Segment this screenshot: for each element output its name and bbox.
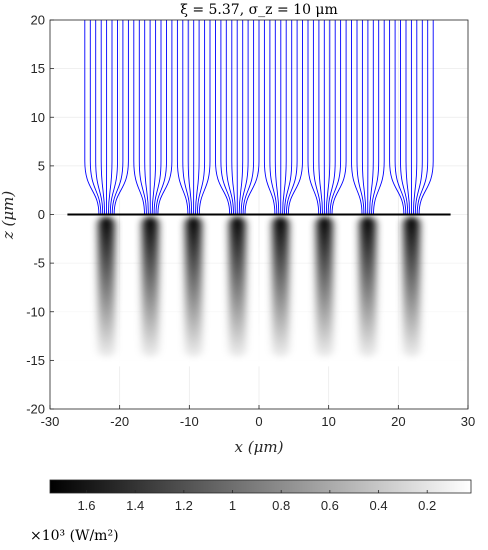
x-tick-label: 10 xyxy=(321,414,335,429)
x-axis-label: x (μm) xyxy=(235,438,284,456)
y-tick-label: -20 xyxy=(26,402,45,417)
y-axis-label: z (μm) xyxy=(0,191,17,240)
x-tick-label: -30 xyxy=(41,414,60,429)
intensity-depth-fade xyxy=(50,214,468,367)
x-tick-label: 20 xyxy=(391,414,405,429)
colorbar-tick-label: 1.4 xyxy=(126,498,144,513)
y-tick-label: -15 xyxy=(26,353,45,368)
field-line-set xyxy=(84,20,434,215)
colorbar-tick-label: 0.8 xyxy=(272,498,290,513)
y-tick-label: 15 xyxy=(31,61,45,76)
y-tick-label: 5 xyxy=(38,158,45,173)
colorbar-tick-label: 0.4 xyxy=(369,498,387,513)
colorbar-tick-label: 1.6 xyxy=(77,498,95,513)
colorbar-label: ×10³ (W/m²) xyxy=(30,528,119,544)
y-tick-label: 20 xyxy=(31,13,45,28)
colorbar-ticks: 1.6 1.4 1.2 1 0.8 0.6 0.4 0.2 xyxy=(77,490,436,513)
colorbar-tick-label: 1 xyxy=(229,498,236,513)
y-tick-label: -5 xyxy=(33,256,45,271)
intensity-map xyxy=(50,214,468,367)
colorbar-tick-label: 0.6 xyxy=(321,498,339,513)
x-tick-label: -20 xyxy=(110,414,129,429)
x-tick-label: 30 xyxy=(461,414,475,429)
x-tick-label: 0 xyxy=(255,414,262,429)
field-lines xyxy=(84,20,434,215)
colorbar xyxy=(49,479,472,494)
y-tick-label: -10 xyxy=(26,304,45,319)
y-tick-label: 10 xyxy=(31,110,45,125)
colorbar-tick-label: 0.2 xyxy=(418,498,436,513)
y-tick-label: 0 xyxy=(38,207,45,222)
chart-title: ξ = 5.37, σ_z = 10 μm xyxy=(180,2,338,18)
colorbar-tick-label: 1.2 xyxy=(175,498,193,513)
x-tick-label: -10 xyxy=(180,414,199,429)
